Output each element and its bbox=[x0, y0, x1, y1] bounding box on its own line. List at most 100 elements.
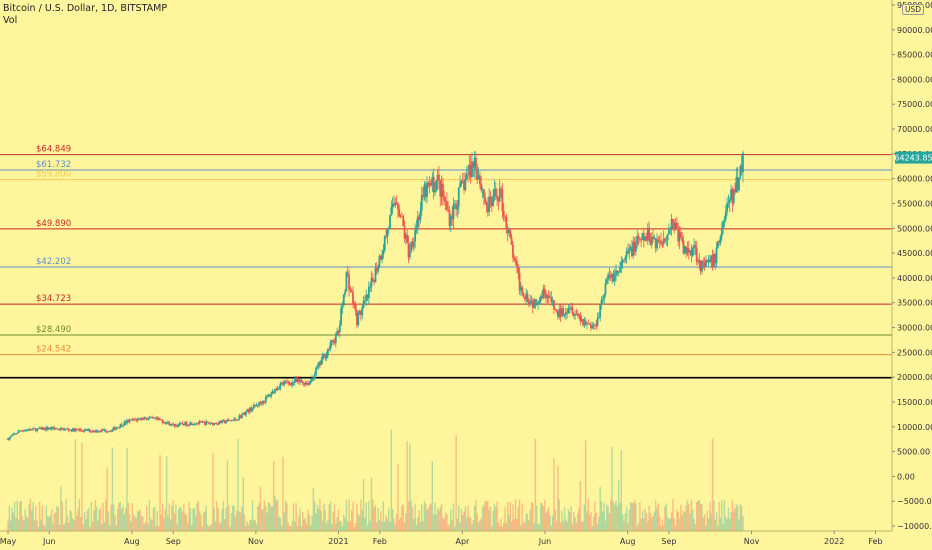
candle-body bbox=[620, 261, 623, 267]
volume-bar bbox=[127, 502, 129, 531]
volume-bar bbox=[503, 522, 505, 531]
volume-bar bbox=[114, 514, 116, 531]
volume-bar bbox=[501, 526, 504, 531]
volume-bar bbox=[452, 503, 455, 531]
candle-body bbox=[723, 219, 726, 221]
candle-body bbox=[720, 229, 723, 237]
volume-bar bbox=[415, 524, 418, 531]
volume-bar bbox=[463, 511, 465, 531]
candle-body bbox=[699, 260, 702, 272]
volume-bar bbox=[302, 511, 304, 531]
candle-body bbox=[304, 382, 307, 385]
candle-body bbox=[233, 418, 235, 421]
volume-bar bbox=[267, 502, 270, 531]
candle-body bbox=[476, 170, 479, 180]
volume-bar bbox=[360, 499, 362, 531]
volume-bar bbox=[50, 509, 53, 531]
candle-body bbox=[293, 379, 296, 383]
volume-bar bbox=[604, 520, 607, 531]
candle-body bbox=[81, 430, 83, 432]
volume-bar bbox=[578, 507, 580, 531]
volume-bar bbox=[439, 507, 441, 531]
candle-body bbox=[301, 381, 304, 384]
candle-body bbox=[415, 226, 418, 231]
volume-bar bbox=[337, 509, 340, 531]
volume-bar bbox=[378, 520, 381, 531]
volume-bar bbox=[631, 503, 633, 531]
volume-bar bbox=[587, 499, 590, 531]
candle-body bbox=[235, 420, 238, 421]
volume-bar bbox=[122, 505, 124, 531]
volume-bar bbox=[709, 502, 711, 531]
candle-body bbox=[412, 241, 415, 248]
volume-bar bbox=[567, 509, 570, 531]
candle-body bbox=[559, 308, 562, 317]
volume-bar bbox=[600, 501, 603, 531]
candle-body bbox=[705, 259, 707, 267]
candle-body bbox=[362, 300, 365, 308]
candle-body bbox=[669, 228, 672, 231]
volume-bar bbox=[410, 500, 412, 531]
volume-bar bbox=[541, 503, 543, 531]
volume-bar bbox=[713, 500, 715, 531]
volume-bar bbox=[588, 514, 591, 531]
candle-body bbox=[161, 420, 164, 423]
candle-body bbox=[208, 422, 210, 424]
candle-body bbox=[309, 380, 312, 383]
volume-bar bbox=[164, 509, 167, 531]
currency-badge[interactable]: USD bbox=[902, 4, 925, 15]
volume-bar bbox=[222, 500, 225, 531]
candle-body bbox=[502, 211, 505, 217]
candle-body bbox=[163, 422, 165, 424]
volume-bar bbox=[467, 505, 469, 531]
volume-bar bbox=[279, 517, 282, 531]
candle-body bbox=[299, 379, 302, 382]
volume-bar bbox=[274, 495, 276, 531]
volume-bar bbox=[132, 514, 135, 531]
candle-body bbox=[137, 418, 140, 420]
candle-body bbox=[62, 428, 65, 431]
candle-body bbox=[636, 236, 639, 245]
volume-bar bbox=[656, 508, 658, 531]
volume-bar bbox=[546, 510, 549, 531]
volume-bar bbox=[674, 525, 677, 531]
candle-body bbox=[174, 424, 177, 427]
volume-bar bbox=[198, 511, 201, 531]
volume-bar bbox=[719, 517, 722, 531]
candle-body bbox=[584, 320, 587, 325]
volume-bar bbox=[382, 501, 385, 531]
volume-indicator-label[interactable]: Vol bbox=[3, 15, 18, 26]
candle-body bbox=[707, 259, 710, 263]
volume-bar bbox=[721, 500, 723, 531]
candle-body bbox=[206, 421, 209, 423]
candle-body bbox=[9, 436, 12, 438]
candle-body bbox=[518, 273, 521, 291]
x-tick-label: Jun bbox=[42, 537, 56, 546]
volume-bar bbox=[645, 513, 648, 531]
candle-body bbox=[95, 430, 98, 432]
y-tick-label: 90000.00 bbox=[897, 26, 932, 35]
volume-bar bbox=[510, 521, 513, 531]
volume-bar bbox=[657, 503, 660, 531]
candle-body bbox=[193, 423, 196, 425]
candle-body bbox=[210, 422, 213, 424]
volume-bar bbox=[95, 506, 98, 531]
candle-body bbox=[278, 388, 280, 390]
volume-bar bbox=[313, 500, 316, 531]
candle-body bbox=[697, 261, 699, 263]
level-label: $59.800 bbox=[36, 170, 71, 180]
candle-body bbox=[44, 428, 46, 430]
candle-body bbox=[8, 437, 11, 441]
candle-body bbox=[52, 427, 54, 430]
volume-bar bbox=[217, 507, 219, 531]
candle-body bbox=[541, 296, 543, 298]
volume-bar bbox=[185, 514, 188, 531]
volume-bar bbox=[329, 501, 332, 531]
candle-body bbox=[96, 430, 99, 432]
candle-body bbox=[227, 419, 230, 421]
candle-body bbox=[609, 275, 612, 278]
symbol-title[interactable]: Bitcoin / U.S. Dollar, 1D, BITSTAMP bbox=[3, 3, 168, 14]
volume-bar bbox=[497, 522, 500, 531]
volume-bar bbox=[583, 504, 586, 531]
volume-bar bbox=[16, 500, 18, 531]
